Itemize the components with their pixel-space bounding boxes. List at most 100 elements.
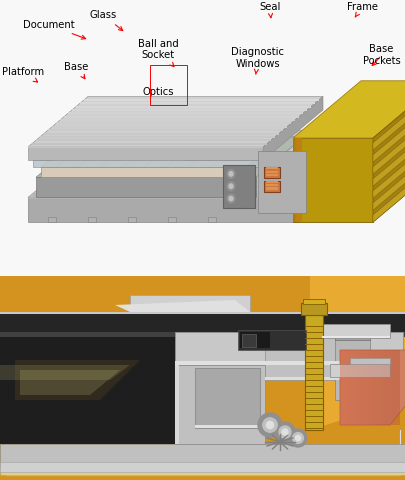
Bar [241, 334, 256, 347]
Polygon shape [28, 147, 262, 160]
Text: Platform: Platform [2, 67, 45, 82]
Bar [294, 138, 299, 222]
Polygon shape [28, 130, 377, 197]
Bar [296, 138, 301, 222]
Bar [293, 138, 298, 222]
Polygon shape [297, 130, 377, 222]
Polygon shape [33, 117, 309, 160]
Bar [296, 138, 301, 222]
Polygon shape [372, 97, 405, 162]
Polygon shape [33, 160, 257, 167]
Bar [302, 299, 324, 304]
Bar [175, 365, 264, 444]
Bar [294, 138, 299, 222]
Bar [0, 468, 405, 472]
Bar [294, 138, 298, 222]
Circle shape [266, 421, 273, 429]
Bar [0, 337, 209, 444]
Bar [265, 170, 277, 173]
Polygon shape [53, 127, 222, 160]
Bar [295, 138, 300, 222]
Bar [128, 216, 136, 222]
Bar [150, 65, 186, 105]
Bar [334, 332, 369, 340]
Polygon shape [41, 167, 245, 177]
Bar [304, 315, 322, 430]
Polygon shape [262, 96, 322, 160]
Bar [194, 425, 259, 428]
Circle shape [228, 196, 232, 201]
Polygon shape [15, 360, 140, 400]
Bar [263, 180, 279, 192]
Text: Ball and
Socket: Ball and Socket [138, 39, 178, 67]
Polygon shape [36, 177, 256, 197]
Bar [264, 377, 344, 380]
Polygon shape [339, 350, 405, 425]
Bar [265, 187, 277, 190]
Polygon shape [309, 400, 405, 430]
Bar [363, 350, 367, 425]
Bar [371, 350, 375, 425]
Circle shape [257, 413, 281, 437]
Circle shape [226, 169, 234, 179]
Text: Optics: Optics [142, 87, 174, 102]
Circle shape [226, 194, 234, 203]
Bar [207, 216, 215, 222]
Polygon shape [0, 365, 130, 380]
Bar [293, 138, 298, 222]
Bar [300, 303, 326, 315]
Bar [295, 138, 300, 222]
Bar [265, 174, 277, 176]
Text: Document: Document [23, 20, 85, 39]
Bar [239, 332, 269, 348]
Circle shape [262, 418, 277, 432]
Bar [383, 350, 387, 425]
Bar [175, 365, 179, 444]
Bar [222, 165, 254, 207]
Bar [321, 324, 389, 338]
Bar [237, 330, 305, 350]
Text: Diagnostic
Windows: Diagnostic Windows [231, 47, 284, 74]
Polygon shape [41, 130, 289, 167]
Bar [293, 138, 298, 222]
Bar [351, 350, 355, 425]
Bar [0, 312, 405, 332]
Polygon shape [292, 138, 372, 222]
Bar [265, 167, 277, 169]
Bar [257, 152, 305, 213]
Bar [296, 138, 301, 222]
Bar [355, 350, 359, 425]
Bar [0, 469, 405, 475]
Bar [265, 184, 277, 186]
Text: Base
Pockets: Base Pockets [362, 44, 399, 66]
Bar [309, 276, 405, 430]
Bar [293, 138, 298, 222]
Circle shape [228, 184, 232, 189]
Bar [379, 350, 383, 425]
Circle shape [292, 432, 303, 444]
Circle shape [294, 435, 300, 441]
Bar [292, 138, 297, 222]
Circle shape [278, 426, 290, 438]
Polygon shape [372, 109, 405, 174]
Bar [296, 138, 301, 222]
Bar [321, 336, 389, 338]
Text: Frame: Frame [346, 2, 377, 17]
Circle shape [288, 429, 306, 447]
Polygon shape [20, 370, 120, 395]
Bar [387, 350, 391, 425]
Polygon shape [115, 300, 249, 312]
Bar [265, 180, 277, 183]
Circle shape [274, 422, 294, 442]
Bar [48, 216, 56, 222]
Bar [264, 332, 344, 380]
Bar [0, 332, 405, 337]
Bar [391, 350, 395, 425]
Bar [343, 350, 347, 425]
Bar [347, 350, 351, 425]
Polygon shape [28, 197, 297, 222]
Bar [295, 138, 300, 222]
Bar [295, 138, 300, 222]
Bar [334, 332, 369, 400]
Bar [0, 312, 405, 314]
